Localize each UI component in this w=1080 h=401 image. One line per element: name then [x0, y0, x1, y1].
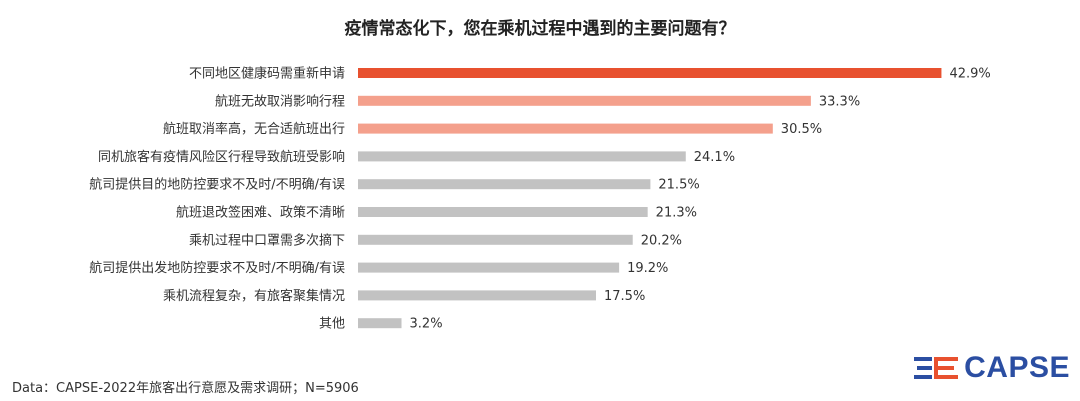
- category-label: 航班无故取消影响行程: [215, 93, 345, 109]
- bar: [358, 151, 686, 162]
- bar: [358, 207, 648, 217]
- data-source-note: Data：CAPSE-2022年旅客出行意愿及需求调研；N=5906: [12, 381, 359, 396]
- value-label: 21.5%: [658, 178, 699, 193]
- value-label: 21.3%: [656, 206, 697, 221]
- value-label: 20.2%: [641, 233, 682, 248]
- capse-logo: CAPSE: [914, 351, 1070, 384]
- category-label: 乘机流程复杂，有旅客聚集情况: [163, 288, 345, 304]
- bar: [358, 179, 651, 190]
- category-label: 其他: [319, 317, 345, 332]
- value-label: 24.1%: [694, 150, 735, 165]
- category-label: 航司提供目的地防控要求不及时/不明确/有误: [89, 177, 345, 193]
- bar: [358, 262, 620, 273]
- bar: [358, 290, 596, 301]
- bar: [358, 318, 402, 329]
- value-label: 17.5%: [604, 289, 645, 304]
- capse-logo-text: CAPSE: [964, 351, 1070, 384]
- value-label: 42.9%: [949, 67, 990, 82]
- value-label: 3.2%: [410, 317, 443, 332]
- chart-title: 疫情常态化下，您在乘机过程中遇到的主要问题有？: [344, 19, 736, 39]
- bar: [358, 234, 633, 245]
- bar: [358, 68, 942, 78]
- value-label: 19.2%: [627, 261, 668, 276]
- category-label: 航班退改签困难、政策不清晰: [176, 205, 345, 221]
- bar: [358, 123, 773, 134]
- category-label: 同机旅客有疫情风险区行程导致航班受影响: [98, 149, 345, 165]
- category-label: 不同地区健康码需重新申请: [189, 66, 345, 82]
- bar: [358, 95, 811, 106]
- bar-chart: 不同地区健康码需重新申请 42.9% 航班无故取消影响行程 33.3% 航班取消率高，无…: [89, 66, 991, 332]
- category-label: 航司提供出发地防控要求不及时/不明确/有误: [89, 260, 345, 276]
- category-label: 乘机过程中口罩需多次摘下: [189, 232, 345, 248]
- category-label: 航班取消率高，无合适航班出行: [163, 121, 345, 137]
- value-label: 30.5%: [781, 122, 822, 137]
- value-label: 33.3%: [819, 94, 860, 109]
- capse-logo-icon: [914, 357, 959, 379]
